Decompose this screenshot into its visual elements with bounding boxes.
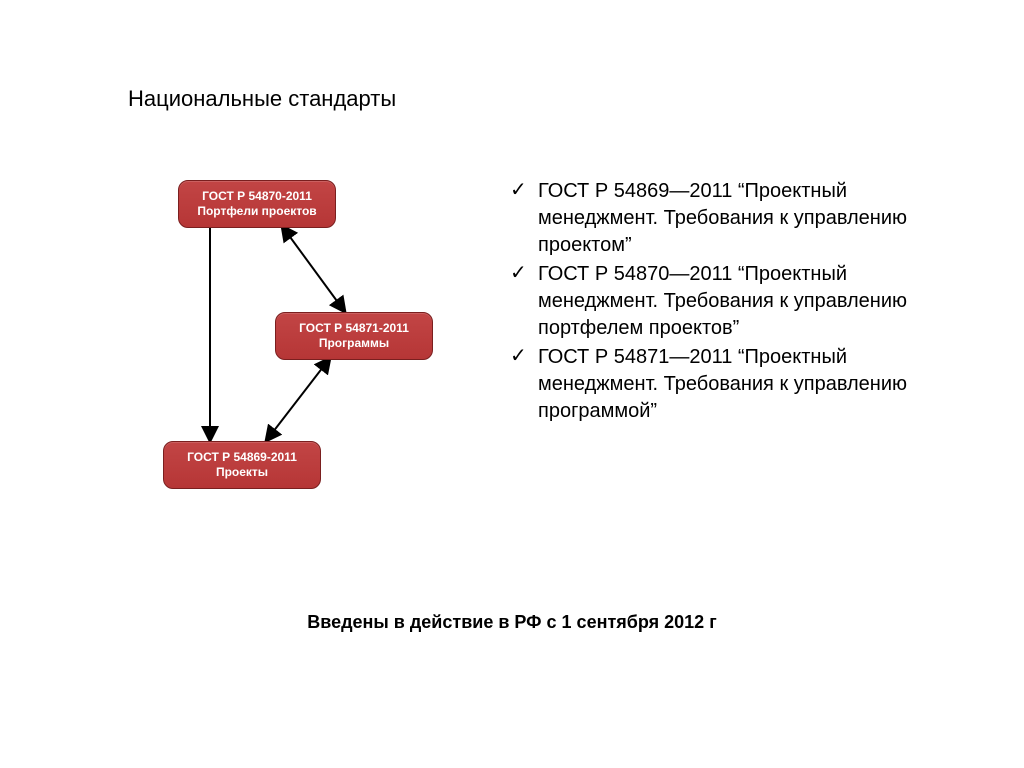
footer-note: Введены в действие в РФ с 1 сентября 201… [0, 612, 1024, 633]
check-icon: ✓ [510, 263, 530, 283]
list-item: ✓ ГОСТ Р 54870—2011 “Проектный менеджмен… [510, 261, 910, 342]
node-line1: ГОСТ Р 54871-2011 [286, 321, 422, 336]
check-icon: ✓ [510, 346, 530, 366]
node-line2: Программы [286, 336, 422, 351]
list-item: ✓ ГОСТ Р 54871—2011 “Проектный менеджмен… [510, 344, 910, 425]
check-icon: ✓ [510, 180, 530, 200]
edge-portfolios-programs [282, 226, 345, 312]
bullet-list: ✓ ГОСТ Р 54869—2011 “Проектный менеджмен… [510, 178, 910, 427]
list-item-text: ГОСТ Р 54869—2011 “Проектный менеджмент.… [538, 180, 907, 256]
edge-programs-projects [266, 358, 330, 441]
node-line2: Портфели проектов [189, 204, 325, 219]
list-item-text: ГОСТ Р 54871—2011 “Проектный менеджмент.… [538, 346, 907, 422]
node-portfolios: ГОСТ Р 54870-2011 Портфели проектов [178, 180, 336, 228]
slide-canvas: Национальные стандарты ГОСТ Р 54870-2011… [0, 0, 1024, 768]
list-item-text: ГОСТ Р 54870—2011 “Проектный менеджмент.… [538, 263, 907, 339]
list-item: ✓ ГОСТ Р 54869—2011 “Проектный менеджмен… [510, 178, 910, 259]
node-line1: ГОСТ Р 54870-2011 [189, 189, 325, 204]
page-title: Национальные стандарты [128, 86, 396, 112]
node-line1: ГОСТ Р 54869-2011 [174, 450, 310, 465]
node-projects: ГОСТ Р 54869-2011 Проекты [163, 441, 321, 489]
node-programs: ГОСТ Р 54871-2011 Программы [275, 312, 433, 360]
node-line2: Проекты [174, 465, 310, 480]
